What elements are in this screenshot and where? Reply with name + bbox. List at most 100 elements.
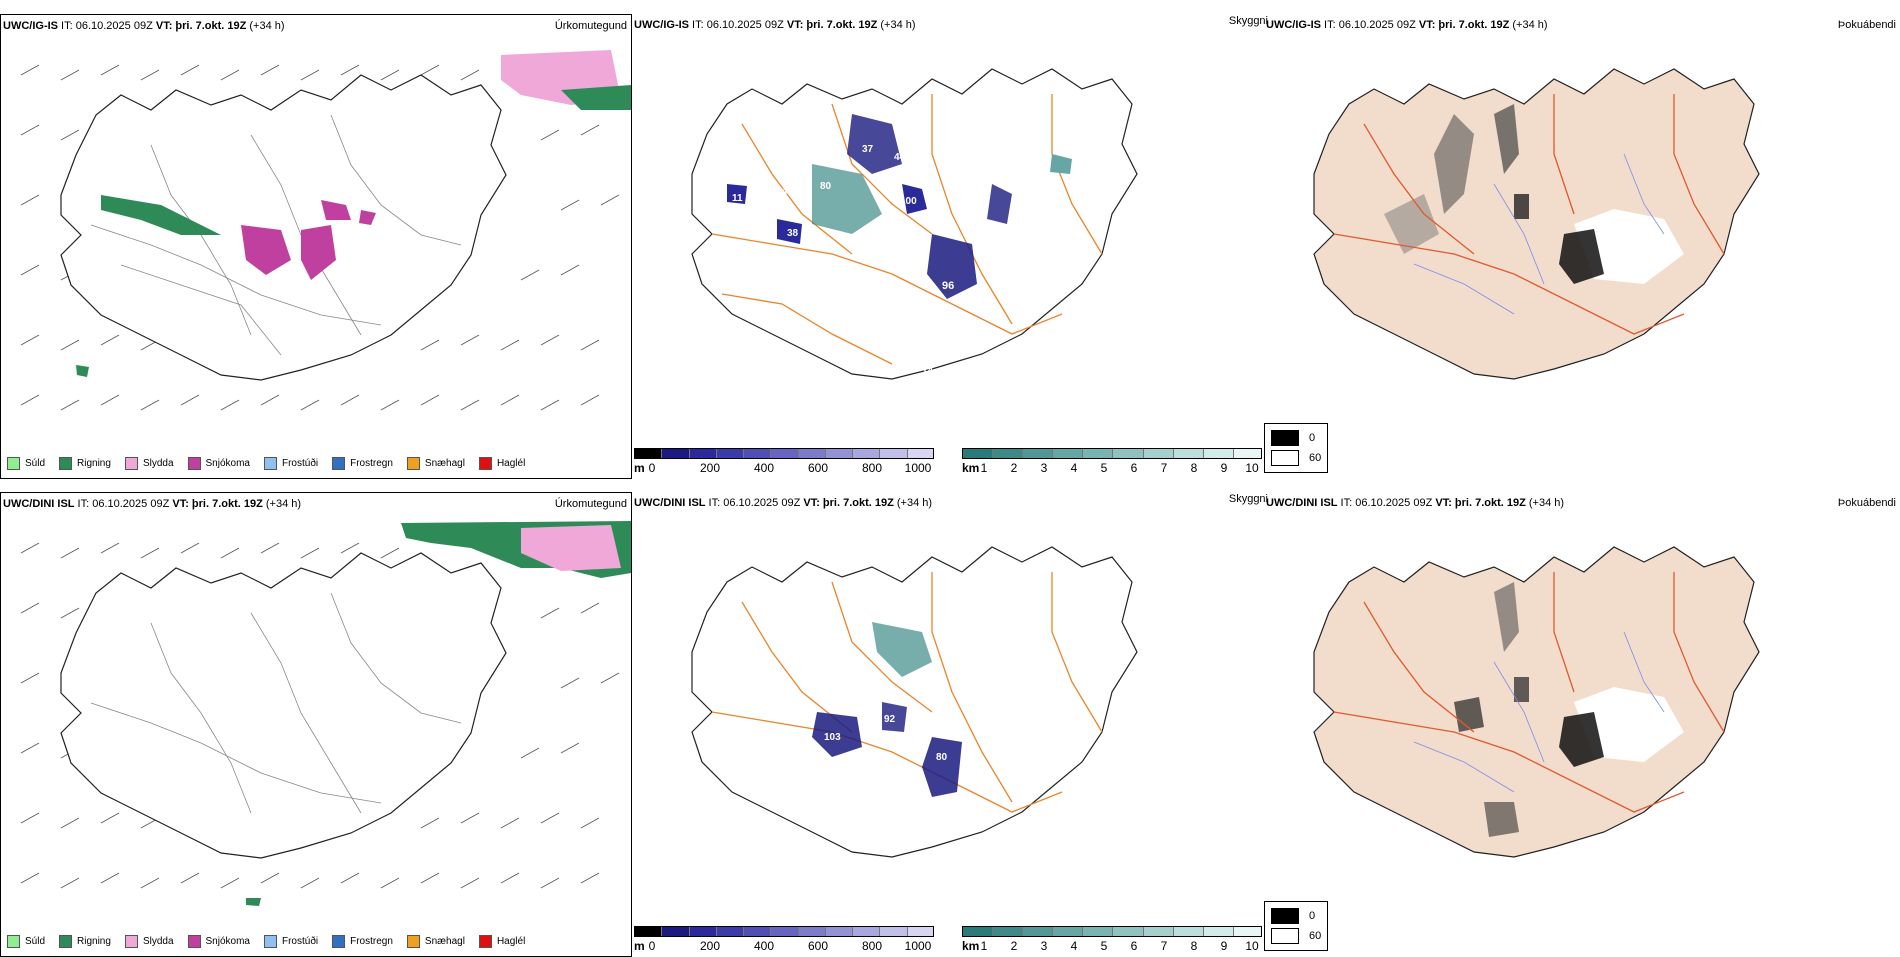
precip-legend: Súld Rigning Slydda Snjókoma Frostúði Fr… <box>7 935 525 948</box>
tick-label: 800 <box>861 461 883 475</box>
iceland-precip-map <box>20 521 631 906</box>
colorbar-boxes <box>634 926 934 937</box>
tick-label: 1000 <box>904 461 932 475</box>
panel-tag: Skyggni <box>1228 15 1268 27</box>
swatch <box>332 935 346 948</box>
swatch <box>59 935 73 948</box>
legend-item: Snæhagl <box>406 457 465 470</box>
tick-label: 2 <box>1010 461 1018 475</box>
panel-title: UWC/IG-IS IT: 06.10.2025 09Z VT: þri. 7.… <box>1266 19 1548 31</box>
precip-type-panel: UWC/DINI ISL IT: 06.10.2025 09Z VT: þri.… <box>0 492 632 957</box>
tick-label: 200 <box>699 939 721 953</box>
colorbar-unit: m <box>634 461 645 475</box>
tick-label: 9 <box>1220 939 1228 953</box>
ceiling-value: 38 <box>787 228 799 239</box>
ceiling-value: 96 <box>942 280 954 292</box>
swatch <box>187 935 201 948</box>
legend-item: Rigning <box>59 935 111 948</box>
precip-type-panel: UWC/IG-IS IT: 06.10.2025 09Z VT: þri. 7.… <box>0 14 632 479</box>
tick-label: 0 <box>648 939 656 953</box>
ceiling-value: 103 <box>824 732 841 743</box>
swatch <box>1271 450 1299 466</box>
tick-label: 4 <box>1070 461 1078 475</box>
iceland-precip-map <box>20 50 631 411</box>
swatch <box>406 935 420 948</box>
swatch <box>263 457 277 470</box>
legend-item: Haglél <box>478 935 525 948</box>
swatch <box>478 457 492 470</box>
swatch <box>124 935 138 948</box>
swatch <box>263 935 277 948</box>
tick-label: 5 <box>1100 461 1108 475</box>
ceiling-value: 80 <box>820 181 832 192</box>
fog-legend: 0 60 <box>1264 901 1329 951</box>
legend-item: Rigning <box>59 457 111 470</box>
tick-label: 1 <box>980 939 988 953</box>
tick-label: 5 <box>1100 939 1108 953</box>
tick-label: 600 <box>807 939 829 953</box>
ceiling-value: 67 <box>832 258 844 269</box>
legend-item: Frostregn <box>332 457 393 470</box>
ceiling-value: 80 <box>936 752 948 763</box>
tick-label: 7 <box>1160 461 1168 475</box>
legend-item: Súld <box>7 935 45 948</box>
swatch <box>7 935 20 948</box>
swatch <box>406 457 420 470</box>
ceiling-value: 44 <box>894 152 906 163</box>
tick-label: 200 <box>699 461 721 475</box>
tick-label: 1 <box>980 461 988 475</box>
fog-legend: 0 60 <box>1264 423 1329 473</box>
legend-item: Slydda <box>124 935 174 948</box>
panel-tag: Úrkomutegund <box>554 20 627 32</box>
ceiling-value: 92 <box>890 262 902 273</box>
tick-label: 6 <box>1130 461 1138 475</box>
swatch <box>1271 430 1299 446</box>
tick-label: 600 <box>807 461 829 475</box>
legend-item: Snjókoma <box>187 457 250 470</box>
tick-label: 8 <box>1190 461 1198 475</box>
panel-title: UWC/DINI ISL IT: 06.10.2025 09Z VT: þri.… <box>634 497 933 509</box>
panel-tag: Þokuábendi <box>1837 19 1896 31</box>
iceland-visibility-map: 103 92 80 <box>691 546 1138 858</box>
tick-label: 3 <box>1040 939 1048 953</box>
fog-indicator-panel: UWC/IG-IS IT: 06.10.2025 09Z VT: þri. 7.… <box>1264 14 1900 479</box>
panel-title: UWC/IG-IS IT: 06.10.2025 09Z VT: þri. 7.… <box>3 20 285 32</box>
colorbar-boxes <box>634 448 934 459</box>
panel-tag: Þokuábendi <box>1837 497 1896 509</box>
ceiling-value: 67 <box>807 273 819 284</box>
swatch <box>1271 928 1299 944</box>
swatch <box>187 457 201 470</box>
tick-label: 8 <box>1190 939 1198 953</box>
visibility-colorbar: 1 2 3 4 5 6 7 8 9 10 km <box>962 926 1262 953</box>
tick-label: 2 <box>1010 939 1018 953</box>
tick-label: 7 <box>1160 939 1168 953</box>
visibility-panel: UWC/IG-IS IT: 06.10.2025 09Z VT: þri. 7.… <box>632 14 1268 479</box>
legend-item: Súld <box>7 457 45 470</box>
colorbar-unit: m <box>634 939 645 953</box>
fog-indicator-panel: UWC/DINI ISL IT: 06.10.2025 09Z VT: þri.… <box>1264 492 1900 957</box>
legend-item: Snæhagl <box>406 935 465 948</box>
tick-label: 4 <box>1070 939 1078 953</box>
swatch <box>1271 908 1299 924</box>
legend-item: 60 <box>1271 926 1321 946</box>
ceiling-value: 46 <box>782 186 794 197</box>
swatch <box>478 935 492 948</box>
legend-item: Snjókoma <box>187 935 250 948</box>
tick-label: 3 <box>1040 461 1048 475</box>
iceland-fog-map <box>1313 546 1760 858</box>
colorbar-boxes <box>962 448 1262 459</box>
iceland-visibility-map: 11 46 37 80 100 38 67 92 96 44 67 14 <box>691 68 1138 380</box>
iceland-fog-map <box>1313 68 1760 380</box>
precip-legend: Súld Rigning Slydda Snjókoma Frostúði Fr… <box>7 457 525 470</box>
ceiling-value: 11 <box>732 193 743 204</box>
swatch <box>59 457 73 470</box>
colorbar-unit: km <box>962 939 980 953</box>
ceiling-value: 14 <box>922 366 934 377</box>
panel-tag: Skyggni <box>1228 493 1268 505</box>
tick-label: 1000 <box>904 939 932 953</box>
legend-item: 0 <box>1271 428 1321 448</box>
swatch <box>7 457 20 470</box>
tick-label: 400 <box>753 461 775 475</box>
panel-tag: Úrkomutegund <box>554 498 627 510</box>
legend-item: Frostúði <box>263 457 318 470</box>
